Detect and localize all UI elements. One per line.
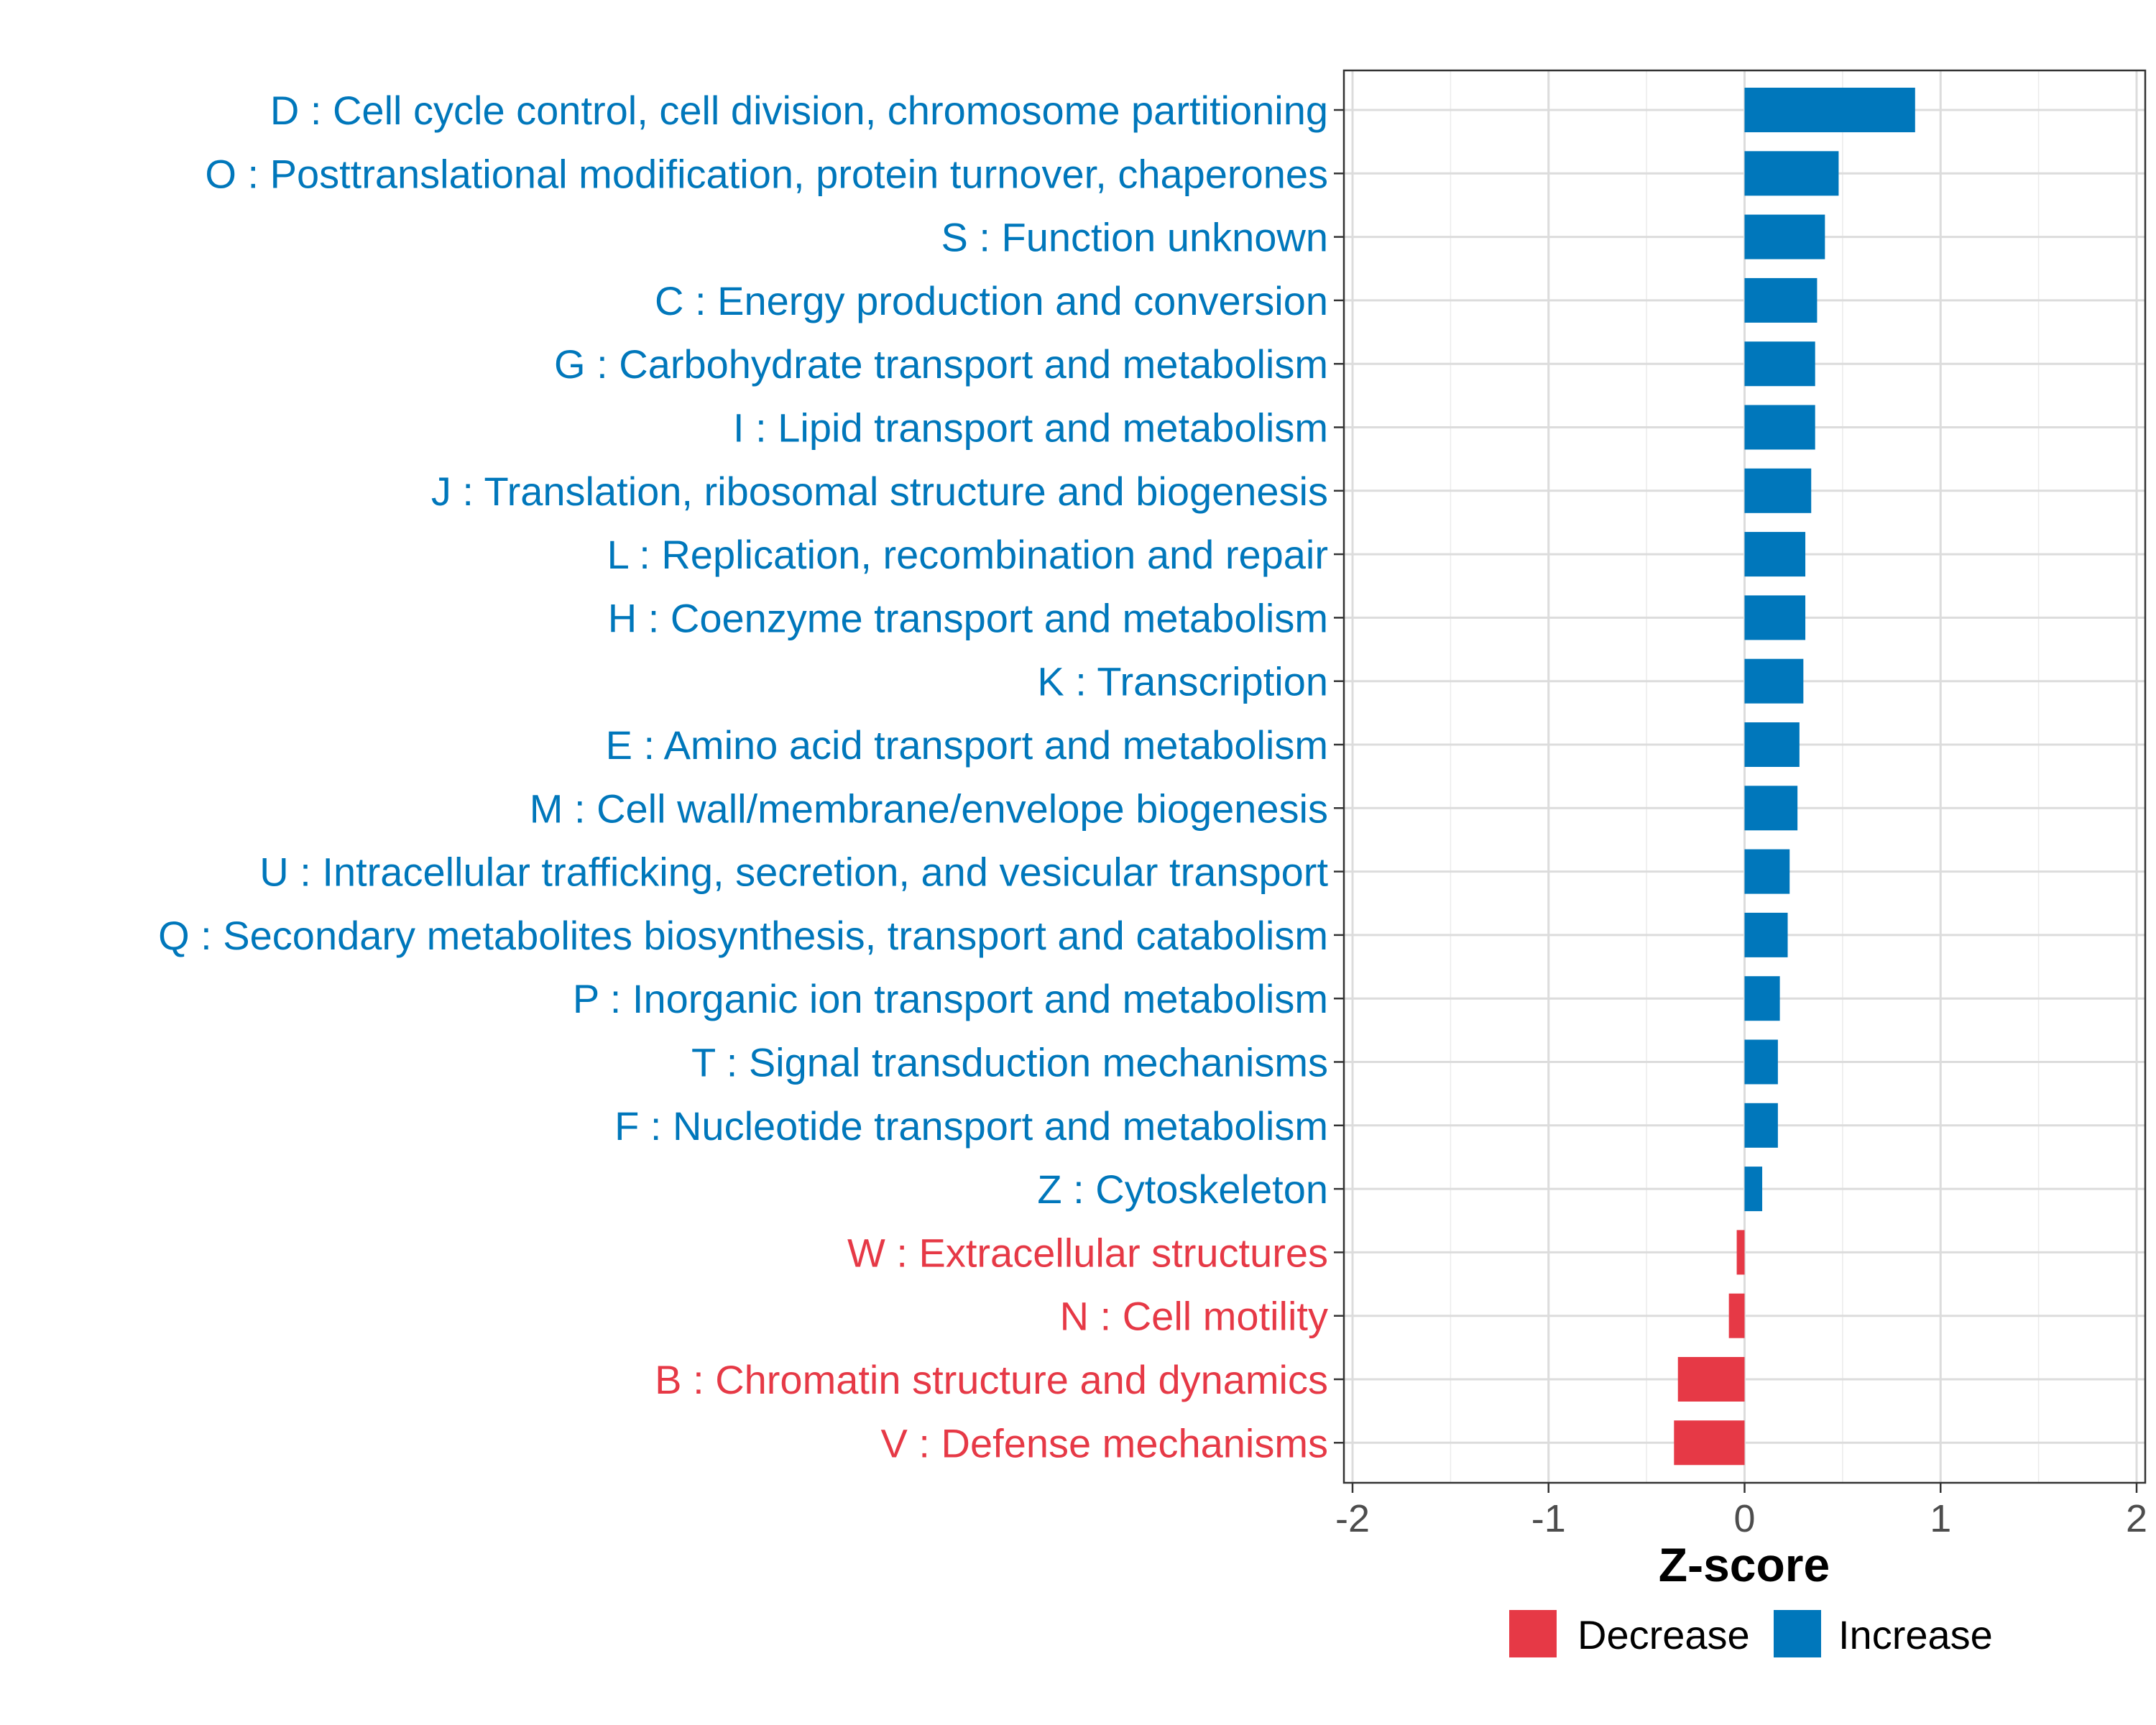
bar	[1744, 468, 1812, 513]
y-tick-label: N : Cell motility	[1060, 1294, 1328, 1339]
x-axis-title: Z-score	[1659, 1538, 1830, 1591]
y-tick-label: I : Lipid transport and metabolism	[733, 405, 1328, 451]
y-tick-label: E : Amino acid transport and metabolism	[606, 722, 1328, 768]
y-tick-label: V : Defense mechanisms	[881, 1420, 1328, 1466]
x-tick-label: -1	[1531, 1497, 1566, 1540]
legend-label-decrease: Decrease	[1577, 1612, 1750, 1657]
y-axis: D : Cell cycle control, cell division, c…	[158, 88, 1344, 1466]
y-tick-label: J : Translation, ribosomal structure and…	[431, 469, 1328, 514]
y-tick-label: W : Extracellular structures	[847, 1230, 1328, 1275]
y-tick-label: H : Coenzyme transport and metabolism	[608, 595, 1328, 640]
bar	[1677, 1357, 1745, 1402]
legend-swatch-decrease	[1509, 1610, 1557, 1657]
bar	[1744, 912, 1788, 957]
bar	[1744, 405, 1815, 450]
x-tick-label: -2	[1335, 1497, 1370, 1540]
bar	[1744, 341, 1815, 387]
bar	[1744, 658, 1804, 704]
y-tick-label: L : Replication, recombination and repai…	[607, 532, 1328, 577]
y-tick-label: P : Inorganic ion transport and metaboli…	[573, 976, 1328, 1021]
bar	[1744, 277, 1818, 323]
y-tick-label: F : Nucleotide transport and metabolism	[614, 1103, 1328, 1149]
bar	[1744, 1039, 1778, 1085]
bar	[1744, 88, 1915, 132]
bar	[1744, 532, 1806, 577]
bar	[1728, 1293, 1745, 1338]
bar	[1674, 1420, 1745, 1466]
x-tick-label: 1	[1930, 1497, 1951, 1540]
legend-label-increase: Increase	[1838, 1612, 1993, 1657]
y-tick-label: O : Posttranslational modification, prot…	[205, 151, 1328, 196]
bars	[1674, 88, 1915, 1466]
y-tick-label: Q : Secondary metabolites biosynthesis, …	[158, 913, 1328, 958]
x-tick-label: 0	[1733, 1497, 1755, 1540]
y-tick-label: B : Chromatin structure and dynamics	[655, 1357, 1328, 1402]
y-tick-label: S : Function unknown	[941, 215, 1328, 260]
bar	[1744, 849, 1790, 894]
y-tick-label: D : Cell cycle control, cell division, c…	[270, 88, 1328, 133]
bar	[1744, 1103, 1778, 1148]
bar	[1744, 722, 1800, 767]
bar	[1744, 976, 1780, 1021]
y-tick-label: M : Cell wall/membrane/envelope biogenes…	[530, 786, 1328, 831]
x-tick-label: 2	[2126, 1497, 2147, 1540]
y-tick-label: T : Signal transduction mechanisms	[691, 1040, 1328, 1085]
y-tick-label: C : Energy production and conversion	[655, 278, 1328, 323]
y-tick-label: Z : Cytoskeleton	[1037, 1167, 1328, 1212]
bar	[1744, 151, 1839, 196]
legend-swatch-increase	[1774, 1610, 1821, 1657]
bar	[1736, 1230, 1745, 1275]
bar	[1744, 595, 1806, 640]
bar	[1744, 786, 1798, 831]
x-axis: -2 -1 0 1 2	[1335, 1483, 2147, 1540]
y-tick-label: K : Transcription	[1037, 659, 1328, 704]
bar	[1744, 214, 1825, 259]
bar	[1744, 1167, 1763, 1212]
y-tick-label: U : Intracellular trafficking, secretion…	[259, 850, 1328, 895]
y-tick-label: G : Carbohydrate transport and metabolis…	[554, 341, 1328, 387]
legend: Decrease Increase	[1509, 1610, 1993, 1657]
